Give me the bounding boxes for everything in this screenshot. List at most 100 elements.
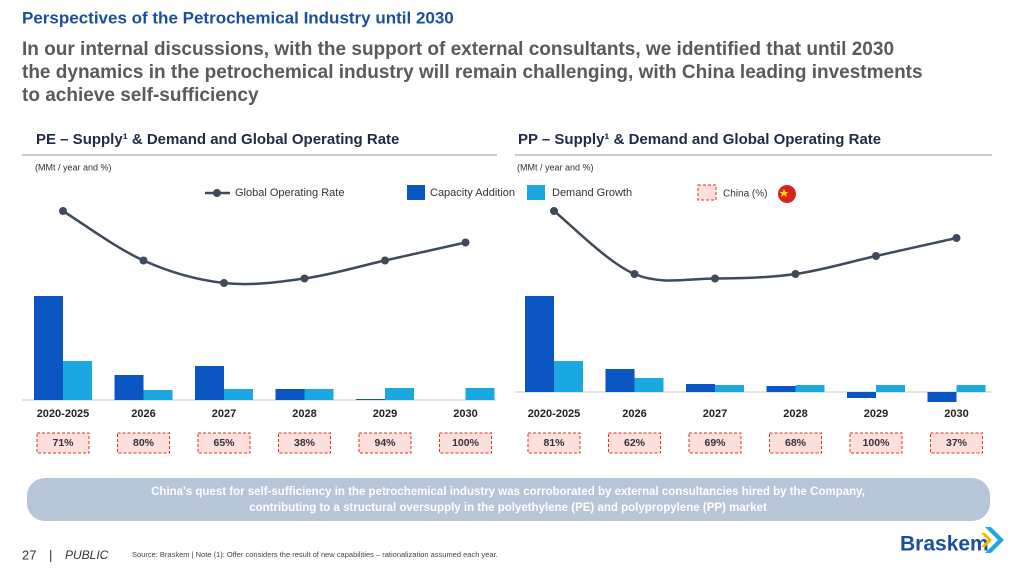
legend-swatch [407, 185, 425, 200]
china-box [769, 432, 822, 454]
classification: PUBLIC [65, 548, 109, 562]
bar [605, 369, 635, 392]
chart-title: PP – Supply¹ & Demand and Global Operati… [518, 131, 881, 148]
rate-point [59, 207, 67, 215]
rate-point [381, 256, 389, 265]
headline: to achieve self-sufficiency [22, 85, 259, 106]
rate-point [952, 234, 961, 242]
bar [795, 385, 825, 392]
page-number: 27 [22, 547, 36, 562]
x-tick-label: 2030 [944, 408, 968, 420]
china-box [439, 432, 492, 454]
x-tick-label: 2029 [864, 408, 888, 420]
china-box [527, 432, 581, 454]
bar [114, 375, 144, 400]
x-tick-label: 2030 [453, 408, 477, 420]
china-box [197, 432, 251, 454]
rate-point [550, 207, 558, 215]
bar [715, 385, 744, 392]
bar [847, 392, 876, 398]
china-label: 62% [624, 437, 646, 449]
china-box [36, 432, 90, 454]
bar [34, 296, 63, 400]
bar [356, 399, 385, 400]
bar [956, 385, 986, 392]
china-label: 81% [543, 437, 565, 449]
bar [525, 296, 554, 392]
separator: | [49, 547, 52, 562]
china-label: 37% [946, 437, 968, 449]
china-label: 71% [52, 437, 74, 449]
rate-point [872, 252, 880, 260]
callout-text: contributing to a structural oversupply … [249, 502, 767, 514]
section-title: Perspectives of the Petrochemical Indust… [22, 8, 454, 27]
x-tick-label: 2026 [622, 408, 646, 420]
bar [686, 384, 715, 392]
logo-mark [985, 527, 1004, 553]
headline: the dynamics in the petrochemical indust… [22, 62, 923, 83]
bar [465, 388, 495, 400]
legend-label: Global Operating Rate [235, 187, 344, 199]
bar [554, 361, 583, 392]
china-box [849, 432, 903, 454]
flag-star [779, 189, 789, 197]
china-box [688, 432, 742, 454]
china-label: 100% [452, 437, 480, 449]
china-label: 94% [374, 437, 396, 449]
china-box [117, 432, 170, 454]
logo-mark [981, 533, 992, 547]
china-box [930, 432, 983, 454]
china-label: 68% [785, 437, 807, 449]
rate-point [139, 256, 148, 265]
bar [385, 388, 414, 400]
legend-dot [213, 189, 221, 197]
legend-label: Capacity Addition [430, 187, 515, 199]
china-box [608, 432, 661, 454]
china-box [278, 432, 331, 454]
x-tick-label: 2020-2025 [37, 408, 90, 420]
china-label: 65% [213, 437, 235, 449]
x-tick-label: 2026 [131, 408, 155, 420]
logo-text: Braskem [900, 533, 989, 556]
chart-subtitle: (MMt / year and %) [517, 162, 594, 172]
china-label: 69% [704, 437, 726, 449]
china-box [358, 432, 412, 454]
source: Source: Braskem | Note (1): Offer consid… [132, 550, 498, 559]
china-label: 80% [133, 437, 155, 449]
bar [634, 378, 664, 392]
callout-text: China's quest for self-sufficiency in th… [151, 486, 865, 498]
bar [224, 389, 253, 400]
x-tick-label: 2028 [292, 408, 316, 420]
legend-swatch [527, 185, 545, 200]
headline: In our internal discussions, with the su… [22, 39, 894, 60]
bar [304, 389, 334, 400]
bar [766, 386, 796, 392]
legend-label: China (%) [723, 189, 767, 200]
bar [927, 392, 957, 402]
chart-subtitle: (MMt / year and %) [35, 162, 112, 172]
china-label: 100% [863, 437, 891, 449]
x-tick-label: 2027 [212, 408, 236, 420]
x-tick-label: 2029 [373, 408, 397, 420]
china-flag [778, 185, 796, 203]
china-label: 38% [294, 437, 316, 449]
chart-title: PE – Supply¹ & Demand and Global Operati… [36, 131, 399, 148]
rate-line [62, 209, 466, 286]
bar [876, 385, 905, 392]
rate-line [553, 210, 957, 282]
x-tick-label: 2027 [703, 408, 727, 420]
rate-point [220, 279, 228, 287]
bar [143, 390, 173, 400]
rate-point [300, 274, 309, 283]
rate-point [461, 238, 470, 247]
bar [275, 389, 305, 400]
bar [195, 366, 224, 400]
rate-point [630, 270, 639, 278]
x-tick-label: 2028 [783, 408, 807, 420]
callout-box [27, 478, 990, 521]
rate-point [711, 274, 719, 283]
rate-point [791, 270, 800, 278]
bar [63, 361, 92, 400]
